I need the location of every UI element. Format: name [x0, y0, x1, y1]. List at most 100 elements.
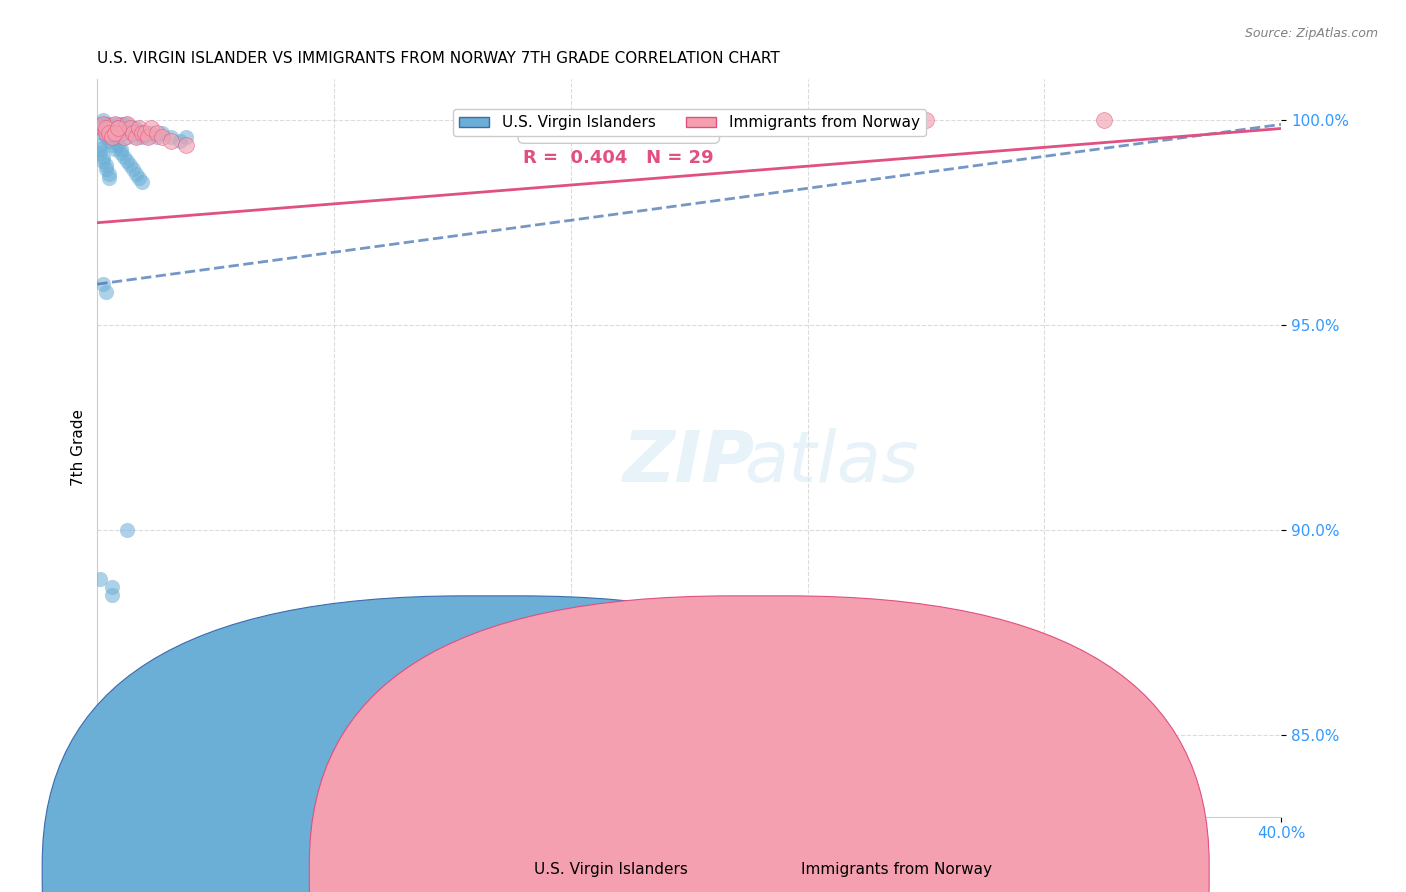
Point — [160, 129, 183, 144]
Point — [139, 126, 162, 140]
Point — [134, 126, 156, 140]
Point — [115, 117, 138, 131]
Point — [121, 126, 143, 140]
Point — [101, 121, 124, 136]
Point — [115, 154, 138, 169]
Point — [104, 126, 127, 140]
Point — [89, 121, 111, 136]
Point — [101, 126, 124, 140]
Point — [98, 134, 121, 148]
Point — [115, 117, 138, 131]
Point — [115, 121, 138, 136]
Point — [101, 129, 124, 144]
Point — [115, 129, 138, 144]
Point — [104, 121, 127, 136]
Point — [96, 158, 118, 172]
Point — [91, 121, 114, 136]
Point — [91, 113, 114, 128]
Point — [107, 126, 129, 140]
Point — [115, 523, 138, 537]
Text: R =  0.171   N = 74: R = 0.171 N = 74 — [523, 120, 714, 138]
Point — [107, 117, 129, 131]
Text: atlas: atlas — [744, 428, 918, 497]
Text: Source: ZipAtlas.com: Source: ZipAtlas.com — [1244, 27, 1378, 40]
Point — [107, 129, 129, 144]
Text: Immigrants from Norway: Immigrants from Norway — [801, 863, 993, 877]
Point — [125, 167, 148, 181]
Point — [110, 146, 132, 161]
Point — [128, 121, 150, 136]
Point — [91, 117, 114, 131]
Point — [169, 134, 191, 148]
Point — [107, 121, 129, 136]
Point — [121, 162, 143, 177]
Point — [98, 126, 121, 140]
Point — [98, 167, 121, 181]
Point — [91, 126, 114, 140]
Point — [96, 117, 118, 131]
Point — [112, 129, 135, 144]
Point — [118, 121, 141, 136]
Point — [112, 121, 135, 136]
Point — [145, 129, 167, 144]
Point — [101, 129, 124, 144]
Point — [101, 589, 124, 603]
Point — [136, 129, 159, 144]
Point — [101, 126, 124, 140]
Point — [125, 129, 148, 144]
Point — [152, 129, 174, 144]
Point — [118, 126, 141, 140]
Point — [118, 121, 141, 136]
Point — [112, 126, 135, 140]
Point — [96, 121, 118, 136]
Point — [152, 126, 174, 140]
Point — [89, 572, 111, 586]
Point — [118, 158, 141, 172]
Point — [98, 121, 121, 136]
Text: U.S. Virgin Islanders: U.S. Virgin Islanders — [534, 863, 688, 877]
Point — [110, 126, 132, 140]
Point — [174, 137, 197, 152]
Point — [91, 154, 114, 169]
Point — [134, 126, 156, 140]
Legend: U.S. Virgin Islanders, Immigrants from Norway: U.S. Virgin Islanders, Immigrants from N… — [453, 109, 925, 136]
Point — [107, 121, 129, 136]
Point — [89, 137, 111, 152]
Point — [91, 117, 114, 131]
Point — [89, 117, 111, 131]
Point — [125, 121, 148, 136]
Point — [128, 126, 150, 140]
Point — [96, 285, 118, 300]
Point — [121, 121, 143, 136]
Point — [139, 121, 162, 136]
Point — [89, 142, 111, 156]
Point — [131, 126, 153, 140]
Point — [98, 126, 121, 140]
Point — [915, 113, 938, 128]
Point — [91, 277, 114, 292]
Point — [98, 170, 121, 185]
Point — [104, 117, 127, 131]
Point — [110, 126, 132, 140]
Point — [112, 150, 135, 164]
Point — [174, 129, 197, 144]
Point — [112, 117, 135, 131]
Point — [121, 126, 143, 140]
Point — [101, 137, 124, 152]
Point — [107, 121, 129, 136]
Y-axis label: 7th Grade: 7th Grade — [72, 409, 86, 486]
Point — [96, 126, 118, 140]
Point — [145, 126, 167, 140]
Text: ZIP: ZIP — [623, 428, 755, 497]
Point — [737, 113, 759, 128]
Point — [98, 117, 121, 131]
Point — [104, 117, 127, 131]
Point — [125, 129, 148, 144]
Point — [110, 117, 132, 131]
Point — [1092, 113, 1115, 128]
Point — [91, 150, 114, 164]
Point — [104, 142, 127, 156]
Text: R =  0.404   N = 29: R = 0.404 N = 29 — [523, 149, 714, 168]
Text: U.S. VIRGIN ISLANDER VS IMMIGRANTS FROM NORWAY 7TH GRADE CORRELATION CHART: U.S. VIRGIN ISLANDER VS IMMIGRANTS FROM … — [97, 51, 780, 66]
Point — [160, 134, 183, 148]
